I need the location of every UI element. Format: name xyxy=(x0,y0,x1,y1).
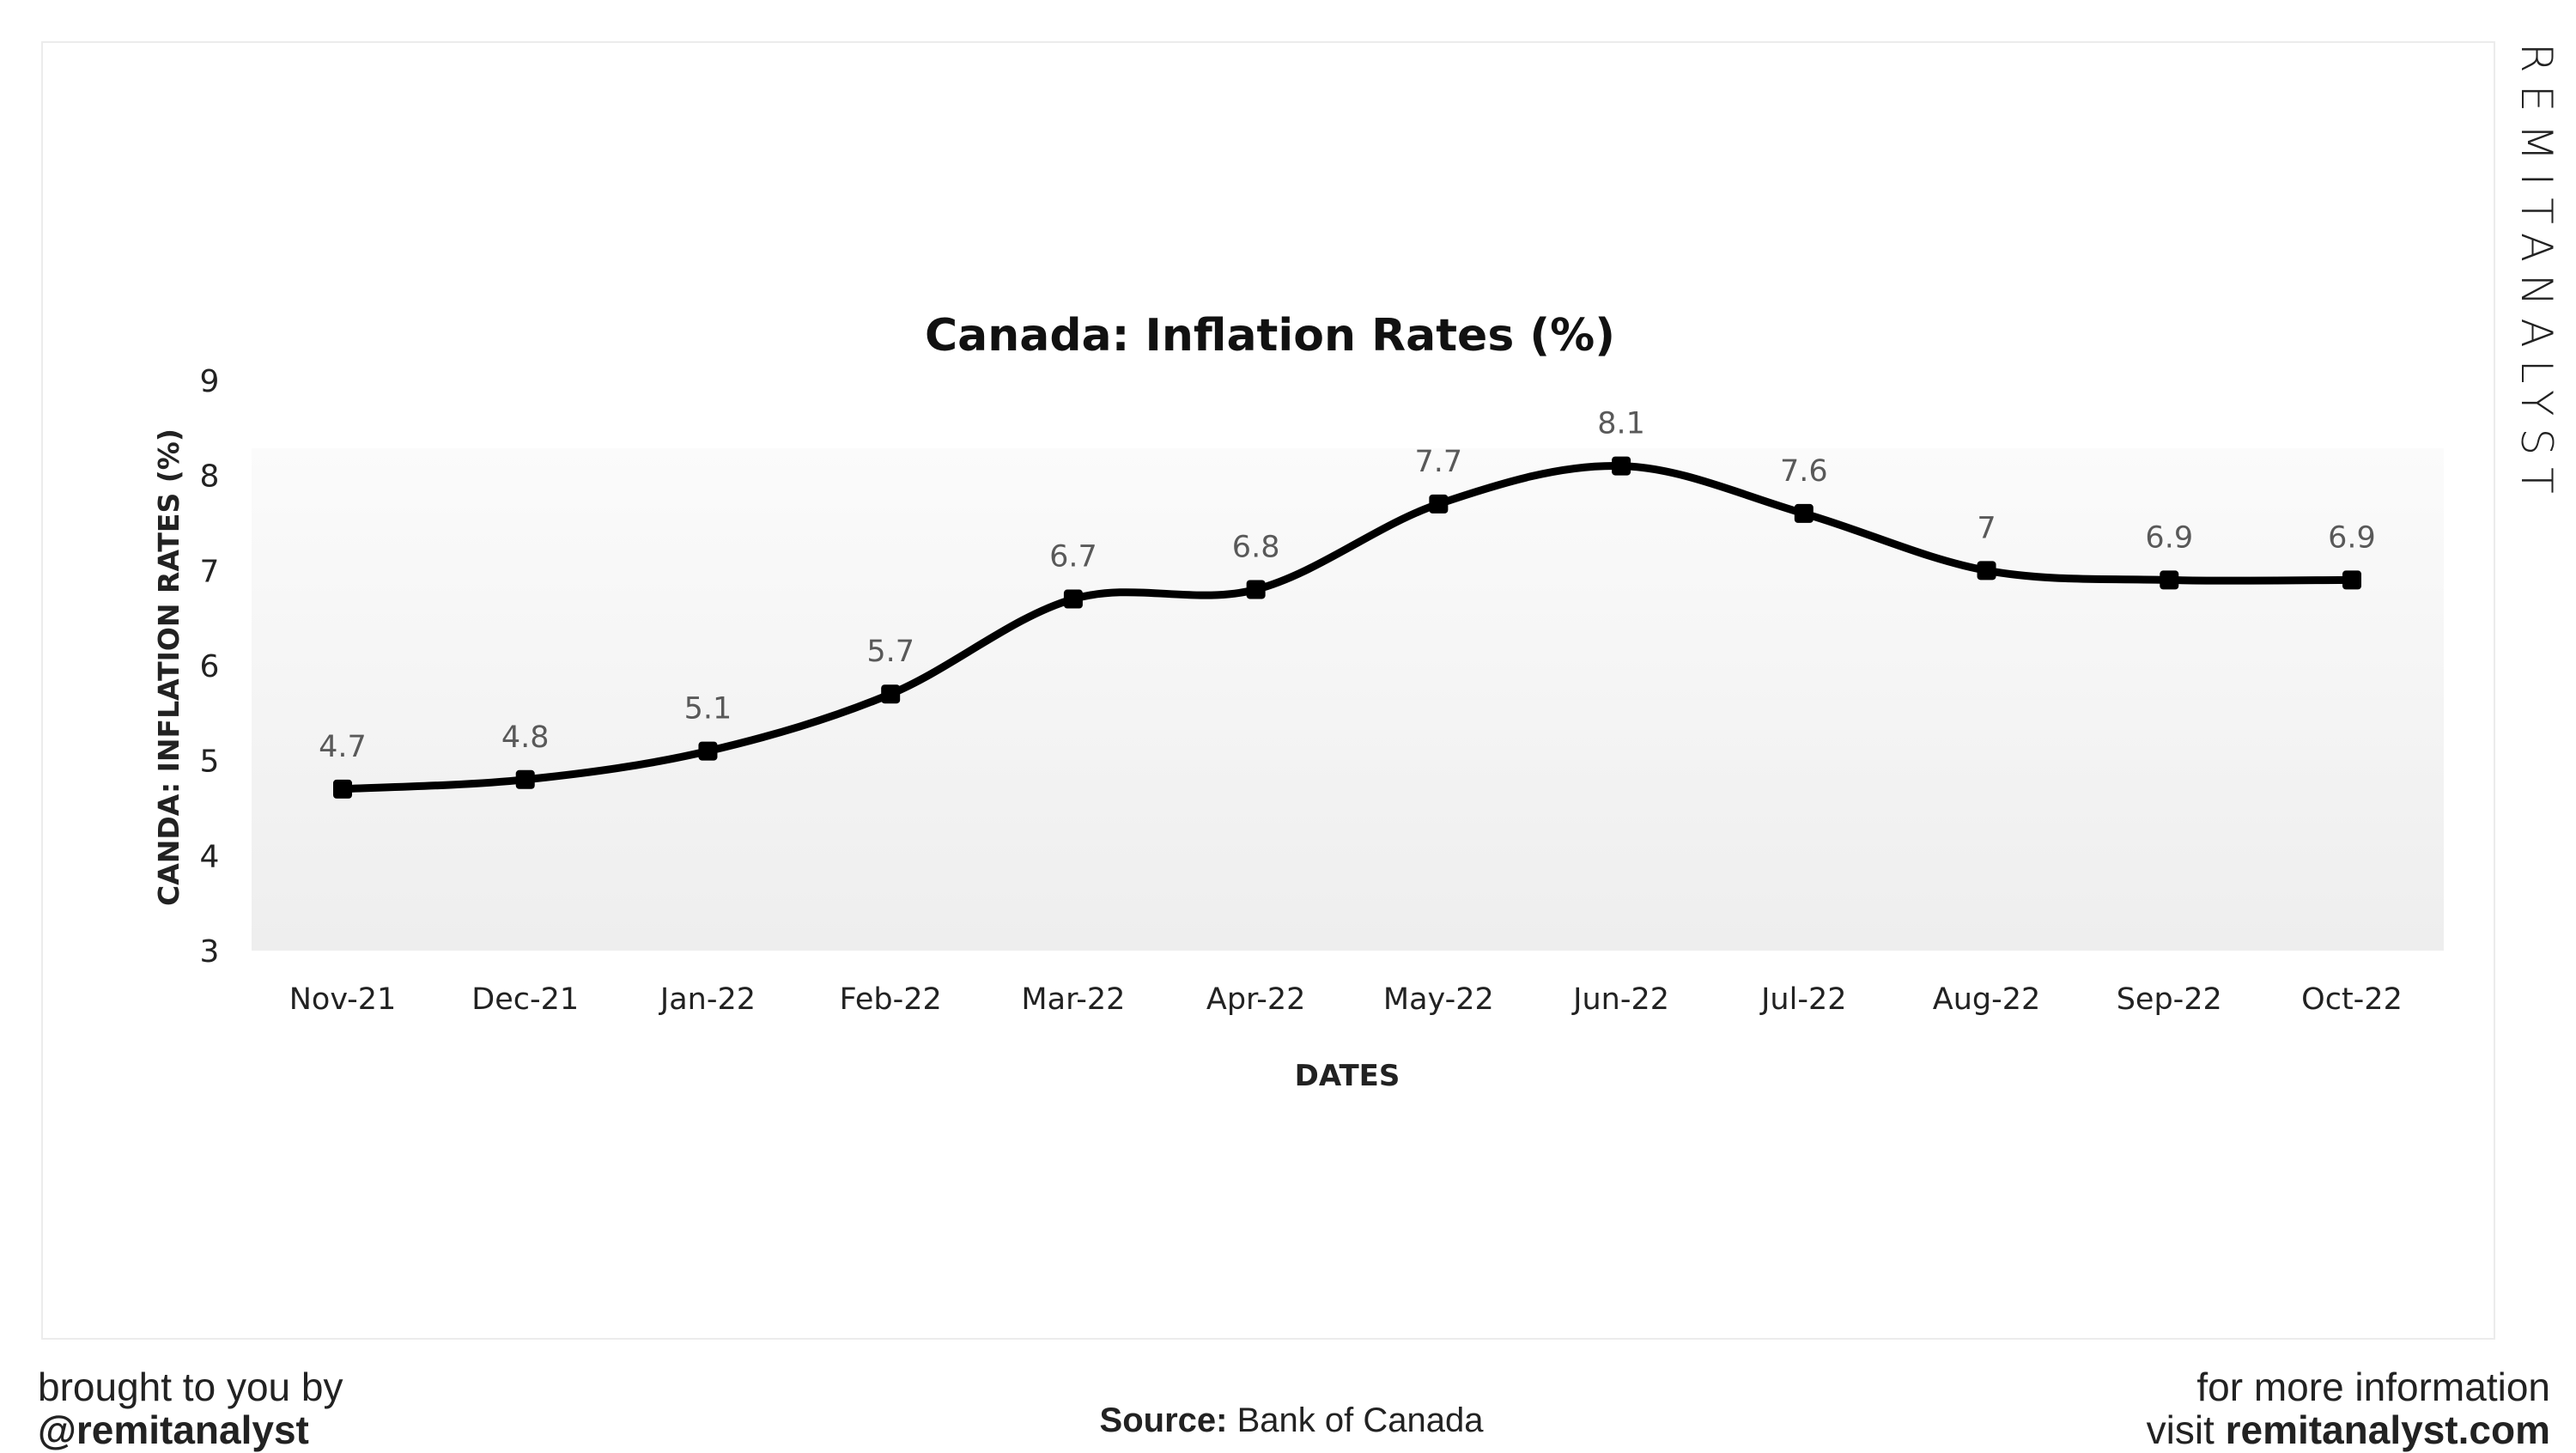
y-tick-label: 5 xyxy=(200,745,220,780)
data-label: 6.9 xyxy=(2145,520,2193,555)
y-tick-label: 7 xyxy=(200,554,220,589)
x-tick-label: Jun-22 xyxy=(1571,982,1669,1017)
data-point xyxy=(1429,494,1449,514)
data-point xyxy=(515,769,535,789)
data-point xyxy=(698,741,718,761)
data-point xyxy=(2342,570,2361,590)
y-tick-label: 3 xyxy=(200,934,220,970)
x-tick-label: May-22 xyxy=(1383,982,1494,1017)
footer-source: Source: Bank of Canada xyxy=(0,1401,2576,1440)
brand-watermark: REMITANALYST xyxy=(2512,43,2561,506)
x-tick-label: Dec-21 xyxy=(471,982,579,1017)
data-label: 4.7 xyxy=(319,730,367,764)
data-label: 6.7 xyxy=(1049,540,1097,575)
chart-title: Canada: Inflation Rates (%) xyxy=(925,310,1615,362)
data-point xyxy=(1612,456,1631,476)
y-tick-label: 9 xyxy=(200,364,220,399)
data-point xyxy=(881,684,901,704)
data-label: 7.6 xyxy=(1780,454,1828,489)
x-tick-label: Nov-21 xyxy=(289,982,397,1017)
data-label: 7 xyxy=(1977,511,1996,545)
data-point xyxy=(1977,561,1996,581)
source-value: Bank of Canada xyxy=(1227,1401,1484,1439)
data-point xyxy=(1246,580,1266,599)
data-point xyxy=(2160,570,2179,590)
x-tick-label: Oct-22 xyxy=(2301,982,2403,1017)
x-tick-label: Mar-22 xyxy=(1021,982,1125,1017)
y-tick-label: 6 xyxy=(200,649,220,684)
series-line xyxy=(342,462,2353,793)
data-point xyxy=(1063,589,1083,609)
footer-more-info: for more information xyxy=(2196,1365,2550,1409)
data-label: 6.8 xyxy=(1232,530,1280,564)
chart-frame xyxy=(41,41,2495,1340)
visit-prefix: visit xyxy=(2146,1407,2226,1452)
site-link[interactable]: remitanalyst.com xyxy=(2225,1407,2550,1452)
x-tick-label: Sep-22 xyxy=(2117,982,2222,1017)
footer-handle[interactable]: @remitanalyst xyxy=(38,1407,309,1452)
x-axis-title: DATES xyxy=(1295,1059,1400,1093)
source-label: Source: xyxy=(1099,1401,1228,1439)
x-tick-label: Feb-22 xyxy=(840,982,942,1017)
x-tick-label: Aug-22 xyxy=(1933,982,2041,1017)
footer-brought-by: brought to you by xyxy=(38,1365,343,1409)
x-tick-label: Jul-22 xyxy=(1759,982,1846,1017)
x-tick-label: Apr-22 xyxy=(1206,982,1305,1017)
footer-visit: visit remitanalyst.com xyxy=(2147,1407,2550,1453)
data-label: 7.7 xyxy=(1415,445,1463,479)
data-label: 6.9 xyxy=(2328,520,2376,555)
y-axis-title: CANDA: INFLATION RATES (%) xyxy=(152,429,185,906)
data-label: 4.8 xyxy=(501,720,550,755)
data-label: 8.1 xyxy=(1597,407,1645,441)
y-tick-label: 4 xyxy=(200,839,220,874)
data-label: 5.1 xyxy=(684,692,732,726)
y-tick-label: 8 xyxy=(200,459,220,495)
x-tick-label: Jan-22 xyxy=(659,982,756,1017)
plot-area xyxy=(252,448,2444,951)
data-point xyxy=(1794,503,1814,523)
data-point xyxy=(333,779,352,799)
data-label: 5.7 xyxy=(866,635,914,669)
